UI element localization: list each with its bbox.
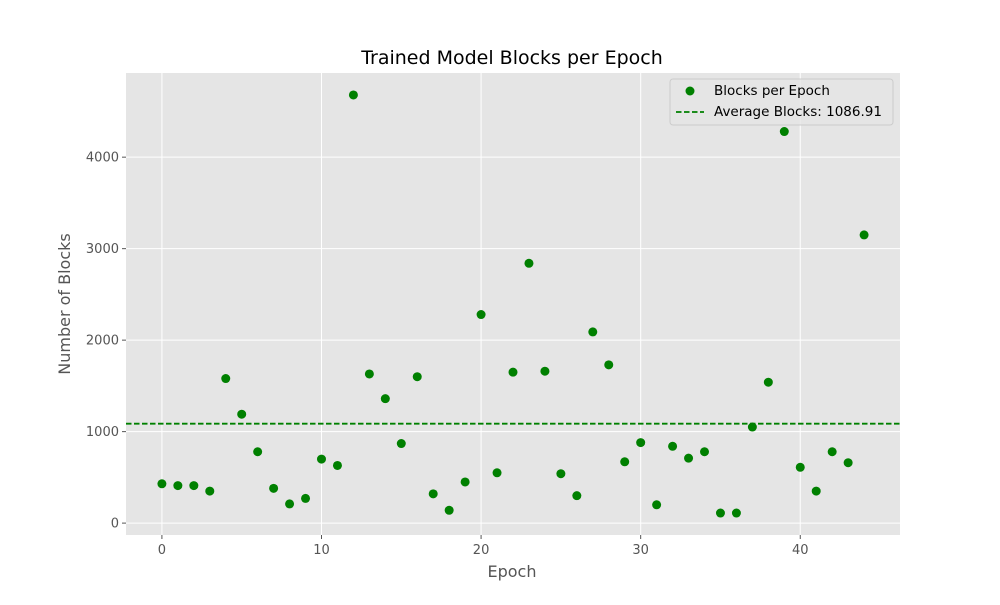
y-tick-label: 4000 (86, 151, 119, 166)
legend-label-series: Blocks per Epoch (714, 83, 830, 99)
data-point (811, 486, 821, 496)
data-point (301, 493, 311, 503)
y-axis-label: Number of Blocks (55, 233, 74, 374)
data-point (731, 508, 741, 518)
data-point (556, 469, 566, 479)
data-point (604, 360, 614, 370)
legend-box (669, 78, 894, 126)
data-point (524, 258, 534, 268)
data-point (668, 441, 678, 451)
data-point (859, 230, 869, 240)
x-tick-label: 40 (792, 543, 809, 558)
data-point (380, 394, 390, 404)
data-point (173, 481, 183, 491)
data-point (572, 491, 582, 501)
data-point (747, 422, 757, 432)
data-point (652, 500, 662, 510)
y-tick-label: 0 (111, 517, 119, 532)
data-point (189, 481, 199, 491)
data-point (460, 477, 470, 487)
legend-marker-scatter (685, 86, 695, 96)
y-tick-label: 1000 (86, 425, 119, 440)
data-points (157, 90, 869, 518)
data-point (316, 454, 326, 464)
data-point (636, 438, 646, 448)
data-point (444, 505, 454, 515)
axis-ticks: 0 10 20 30 40 0 1000 2000 3000 4000 (86, 151, 809, 558)
data-point (588, 327, 598, 337)
data-point (396, 439, 406, 449)
data-point (285, 499, 295, 509)
y-tick-label: 2000 (86, 334, 119, 349)
data-point (508, 367, 518, 377)
data-point (684, 453, 694, 463)
data-point (492, 468, 502, 478)
data-point (348, 90, 358, 100)
x-tick-label: 20 (473, 543, 490, 558)
plot-background (126, 73, 900, 535)
data-point (620, 457, 630, 467)
data-point (332, 460, 342, 470)
data-point (428, 489, 438, 499)
data-point (476, 310, 486, 320)
x-axis-label: Epoch (488, 562, 537, 581)
data-point (412, 372, 422, 382)
data-point (269, 483, 279, 493)
grid-lines (126, 73, 900, 535)
data-point (700, 447, 710, 457)
data-point (540, 366, 550, 376)
legend: Blocks per Epoch Average Blocks: 1086.91 (669, 78, 894, 126)
data-point (253, 447, 263, 457)
y-tick-label: 3000 (86, 242, 119, 257)
x-tick-label: 10 (313, 543, 330, 558)
data-point (221, 374, 231, 384)
chart-title: Trained Model Blocks per Epoch (360, 47, 663, 69)
data-point (237, 409, 247, 419)
data-point (763, 377, 773, 387)
x-tick-label: 30 (632, 543, 649, 558)
legend-label-average: Average Blocks: 1086.91 (714, 104, 882, 120)
data-point (205, 486, 215, 496)
data-point (827, 447, 837, 457)
data-point (157, 479, 167, 489)
data-point (715, 508, 725, 518)
data-point (843, 458, 853, 468)
data-point (779, 127, 789, 137)
data-point (795, 462, 805, 472)
x-tick-label: 0 (158, 543, 166, 558)
data-point (364, 369, 374, 379)
